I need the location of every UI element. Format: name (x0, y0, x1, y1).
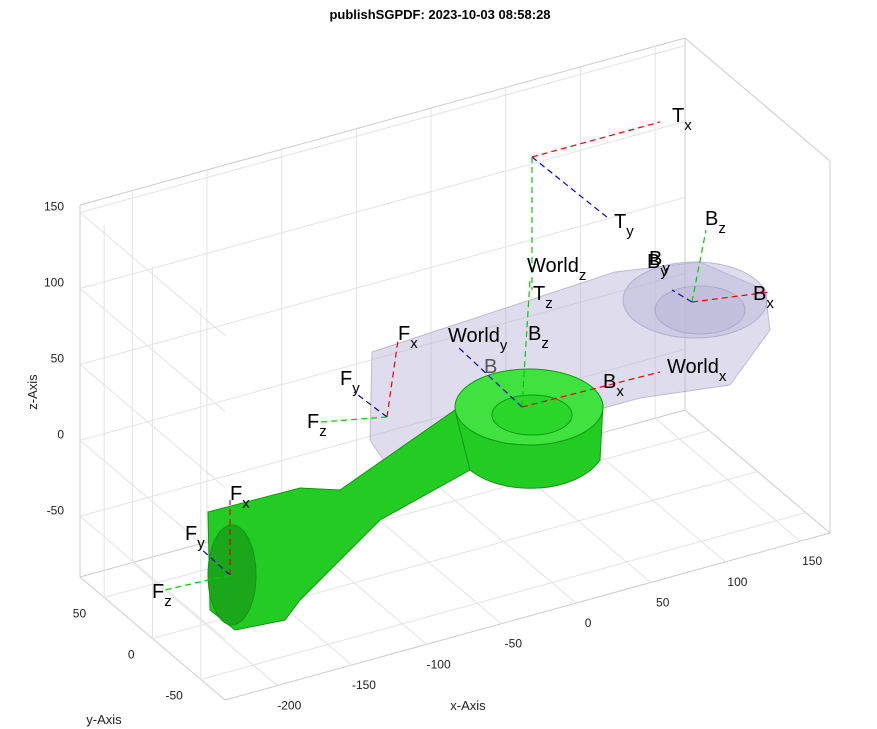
x-tick-label: -150 (352, 678, 376, 692)
title: publishSGPDF: 2023-10-03 08:58:28 (329, 7, 550, 22)
frame-subscript: z (718, 220, 726, 237)
box-edge (685, 38, 830, 161)
frame-subscript: x (410, 335, 418, 352)
frame-name: F (152, 581, 164, 603)
frame-label: Fz (307, 411, 327, 440)
z-axis-label: z-Axis (25, 374, 40, 410)
frame-subscript: x (242, 495, 250, 512)
frame-name: B (603, 371, 616, 393)
frame-subscript: y (352, 380, 360, 397)
frame-subscript: z (579, 267, 587, 284)
frame-label: Tx (672, 105, 692, 134)
y-tick-label: 50 (73, 607, 87, 621)
frame-name: F (185, 523, 197, 545)
frame-subscript: x (766, 295, 774, 312)
frame-label: Fz (152, 581, 172, 610)
frame-name: B (649, 248, 662, 270)
frame-subscript: z (319, 423, 327, 440)
frame-name: F (307, 411, 319, 433)
frame-subscript: x (719, 368, 727, 385)
x-tick-label: 100 (727, 575, 747, 589)
body-label: B (484, 356, 497, 378)
frame-subscript: y (500, 337, 508, 354)
frame-name: World (448, 325, 500, 347)
frame-label: Fy (340, 368, 360, 397)
x-tick-label: -100 (427, 657, 451, 671)
box-edge (80, 38, 685, 205)
x-tick-label: -200 (277, 699, 301, 713)
frame-name: F (230, 483, 242, 505)
frame-subscript: x (616, 383, 624, 400)
frame-axis (532, 157, 608, 218)
grid-line (80, 122, 685, 289)
z-tick-label: 100 (44, 276, 64, 290)
frame-subscript: z (545, 295, 553, 312)
frame-subscript: z (164, 593, 172, 610)
x-tick-label: 150 (802, 554, 822, 568)
frame-subscript: y (662, 260, 670, 277)
frame-subscript: x (684, 117, 692, 134)
x-tick-label: -50 (505, 637, 523, 651)
frame-label: Ty (614, 211, 634, 240)
page: {"title": "publishSGPDF: 2023-10-03 08:5… (0, 0, 877, 729)
x-tick-label: 0 (585, 616, 592, 630)
z-tick-label: 150 (44, 200, 64, 214)
figure: publishSGPDF: 2023-10-03 08:58:28 -200 -1… (0, 0, 877, 729)
frame-name: World (527, 255, 579, 277)
green-hub-inner (492, 395, 572, 435)
y-tick-label: -50 (165, 689, 183, 703)
frame-name: World (667, 356, 719, 378)
z-tick-label: 0 (57, 427, 64, 441)
frame-label: Bz (705, 208, 726, 237)
frame-subscript: y (626, 223, 634, 240)
frame-name: F (398, 323, 410, 345)
grid-line (80, 46, 685, 213)
frame-subscript: y (197, 535, 205, 552)
x-axis-label: x-Axis (450, 698, 486, 713)
frame-name: T (533, 283, 545, 305)
gray-hub-inner (655, 286, 745, 334)
frame-name: B (528, 323, 541, 345)
frame-subscript: z (541, 335, 549, 352)
frame-label: Worldz (527, 255, 586, 284)
frame-name: F (340, 368, 352, 390)
z-tick-label: -50 (47, 503, 65, 517)
x-tick-label: 50 (656, 595, 670, 609)
frame-name: T (672, 105, 684, 127)
y-tick-label: 0 (128, 648, 135, 662)
y-axis-label: y-Axis (86, 712, 122, 727)
frame-name: T (614, 211, 626, 233)
green-end (208, 525, 256, 625)
frame-name: B (705, 208, 718, 230)
z-tick-label: 50 (51, 351, 65, 365)
frame-name: B (753, 283, 766, 305)
frame-axis (532, 122, 660, 157)
